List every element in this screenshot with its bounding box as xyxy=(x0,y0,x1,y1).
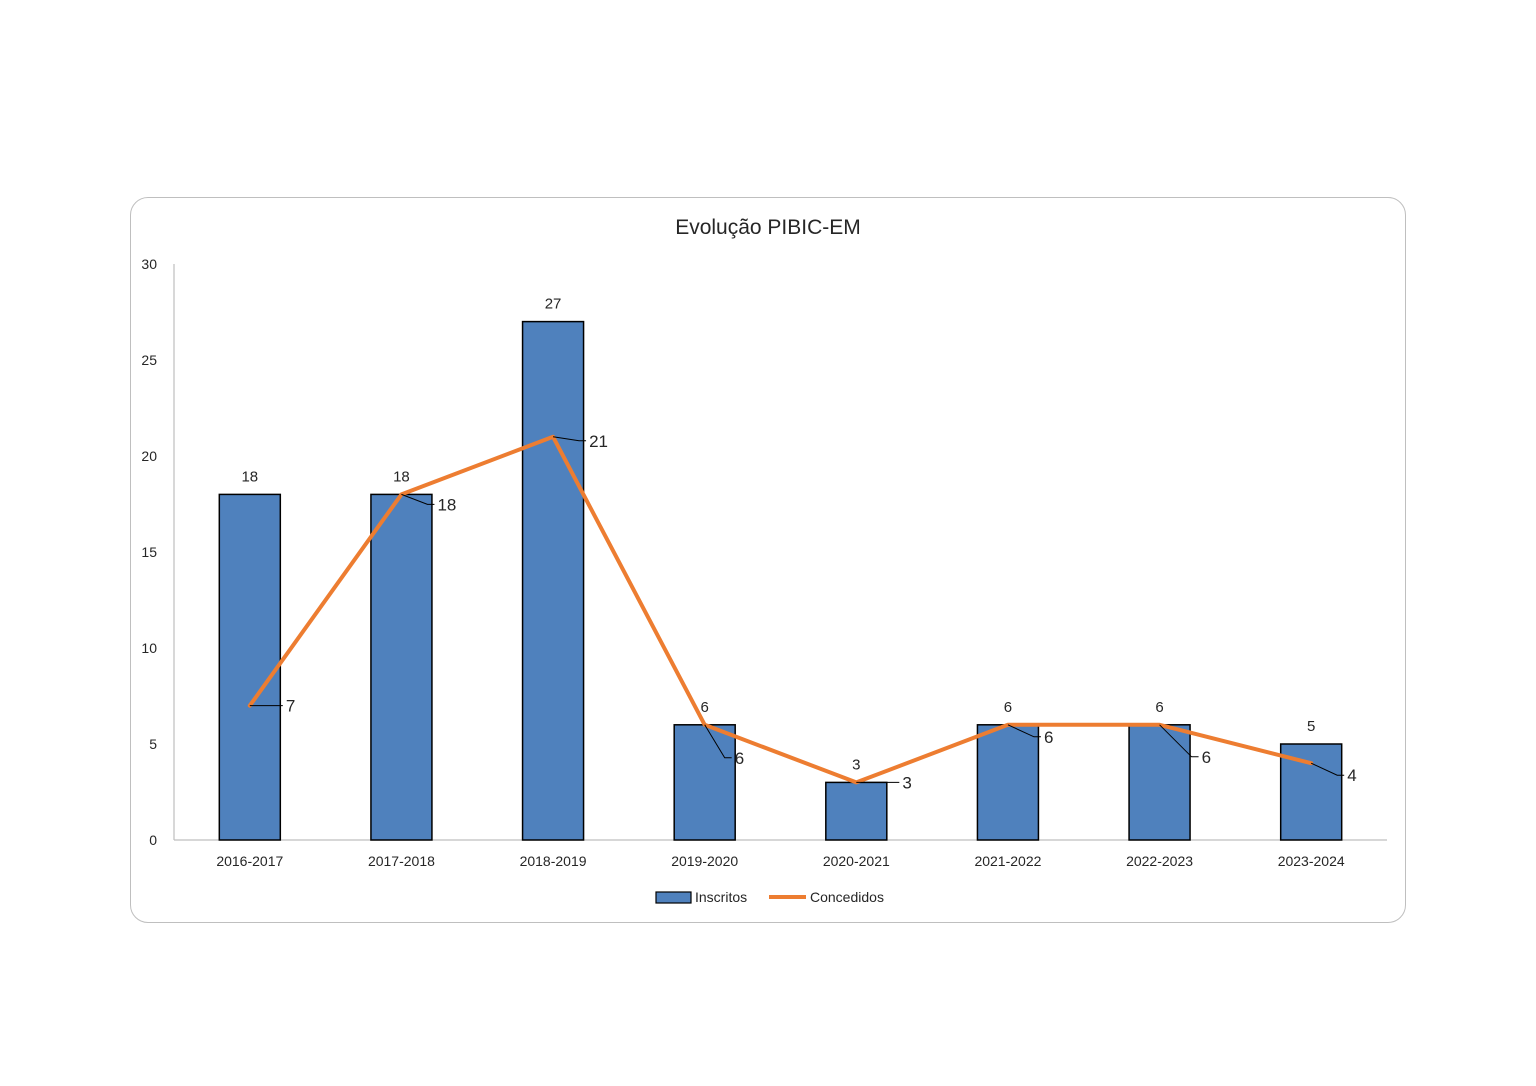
x-tick-label: 2016-2017 xyxy=(216,853,283,869)
data-label-concedidos: 4 xyxy=(1347,766,1356,785)
y-tick-label: 30 xyxy=(141,256,157,272)
x-tick-label: 2020-2021 xyxy=(823,853,890,869)
x-tick-label: 2019-2020 xyxy=(671,853,738,869)
data-label-leader xyxy=(704,724,732,759)
data-label-inscritos: 3 xyxy=(852,756,860,773)
data-label-inscritos: 6 xyxy=(1155,699,1163,716)
bar-inscritos xyxy=(825,781,888,841)
y-tick-label: 25 xyxy=(141,352,157,368)
data-label-inscritos: 27 xyxy=(545,296,562,313)
y-tick-label: 10 xyxy=(141,640,157,656)
data-label-leader xyxy=(1159,724,1199,758)
x-tick-label: 2021-2022 xyxy=(974,853,1041,869)
data-label-concedidos: 7 xyxy=(286,697,295,716)
chart-title: Evolução PIBIC-EM xyxy=(675,216,861,239)
data-label-concedidos: 21 xyxy=(589,432,608,451)
bar-inscritos xyxy=(976,724,1040,841)
bar-inscritos xyxy=(370,493,433,841)
x-tick-label: 2018-2019 xyxy=(520,853,587,869)
series-line-concedidos xyxy=(247,434,1314,785)
data-label-concedidos: 6 xyxy=(1044,728,1053,747)
x-tick-label: 2023-2024 xyxy=(1278,853,1345,869)
axes: 0 5 10 15 20 25 30 2016-2017 2017-2018 2018-2019 2… xyxy=(141,256,1387,869)
legend-swatch-inscritos xyxy=(655,891,692,904)
legend: Inscritos Concedidos xyxy=(655,889,884,905)
bars-inscritos xyxy=(218,320,1343,841)
legend-label-inscritos: Inscritos xyxy=(695,889,747,905)
data-labels: 18 18 27 6 3 6 6 5 7 18 21 6 3 6 6 4 xyxy=(241,296,1356,793)
bar-inscritos xyxy=(1128,724,1191,841)
data-label-concedidos: 6 xyxy=(1202,748,1211,767)
data-label-leader xyxy=(552,436,587,442)
data-label-inscritos: 6 xyxy=(1004,699,1012,716)
data-label-leader xyxy=(401,493,435,505)
y-tick-label: 5 xyxy=(149,736,157,752)
legend-label-concedidos: Concedidos xyxy=(810,889,884,905)
data-label-leader xyxy=(1007,724,1041,738)
data-label-concedidos: 3 xyxy=(902,773,911,792)
x-tick-label: 2022-2023 xyxy=(1126,853,1193,869)
data-label-concedidos: 6 xyxy=(735,749,744,768)
bar-inscritos xyxy=(673,724,736,841)
chart-frame xyxy=(130,197,1406,923)
line-concedidos xyxy=(247,434,1314,785)
y-tick-label: 0 xyxy=(149,832,157,848)
bar-inscritos xyxy=(521,320,585,841)
y-tick-label: 15 xyxy=(141,544,157,560)
x-tick-label: 2017-2018 xyxy=(368,853,435,869)
data-label-concedidos: 18 xyxy=(437,495,456,514)
data-label-inscritos: 18 xyxy=(393,468,410,485)
bar-inscritos xyxy=(218,493,282,841)
data-label-inscritos: 18 xyxy=(241,468,258,485)
y-tick-label: 20 xyxy=(141,448,157,464)
data-label-inscritos: 6 xyxy=(701,699,709,716)
data-label-inscritos: 5 xyxy=(1307,718,1315,735)
data-label-leader xyxy=(1310,762,1345,776)
